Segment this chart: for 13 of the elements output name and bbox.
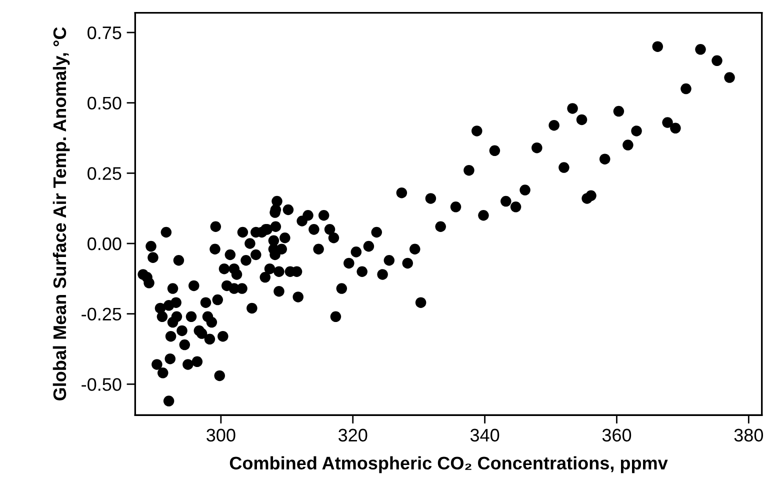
x-tick-label: 340 (470, 428, 500, 442)
x-tick-label: 360 (602, 428, 632, 442)
y-tick-label: 0.00 (88, 237, 122, 250)
y-tick-label: -0.25 (82, 308, 122, 321)
y-tick-label: 0.75 (88, 26, 122, 40)
y-axis-title: Global Mean Surface Air Temp. Anomaly, °C (52, 27, 70, 400)
x-tick-label: 300 (206, 428, 236, 442)
y-tick-label: 0.25 (88, 167, 122, 180)
x-tick-label: 380 (734, 428, 764, 442)
y-tick-label: 0.50 (88, 96, 122, 110)
y-tick-label: -0.50 (82, 378, 122, 391)
x-tick-label: 320 (338, 428, 368, 442)
x-axis-title: Combined Atmospheric CO₂ Concentrations, ppmv (230, 456, 668, 474)
